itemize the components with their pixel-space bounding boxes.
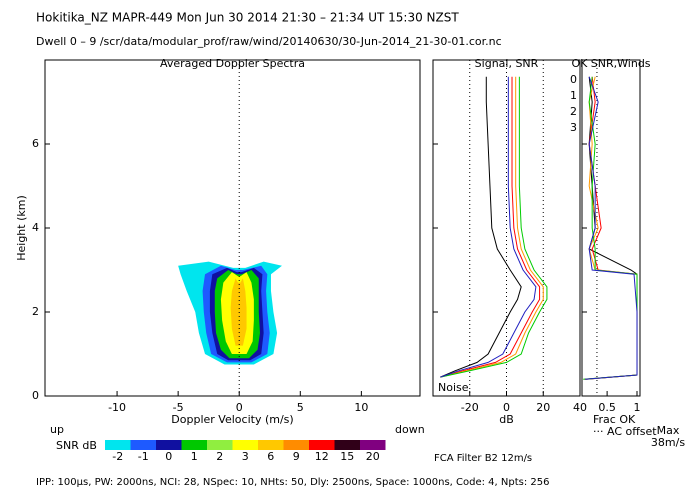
profile-line bbox=[440, 76, 537, 378]
colorbar-level: 12 bbox=[315, 450, 329, 463]
colorbar-swatch bbox=[232, 440, 258, 450]
colorbar-level: -1 bbox=[138, 450, 149, 463]
down-label: down bbox=[395, 423, 425, 436]
colorbar-swatch bbox=[156, 440, 182, 450]
legend-entry: 0 bbox=[570, 73, 577, 86]
profile-line bbox=[584, 76, 638, 380]
profile-line bbox=[583, 76, 638, 380]
header-line: Hokitika_NZ MAPR-449 Mon Jun 30 2014 21:… bbox=[36, 11, 459, 25]
x-tick-label: 0 bbox=[503, 401, 510, 414]
colorbar-level: 9 bbox=[293, 450, 300, 463]
x-axis-label: dB bbox=[499, 413, 514, 426]
max-value: 38m/s bbox=[651, 436, 685, 449]
colorbar-swatch bbox=[258, 440, 284, 450]
colorbar-swatch bbox=[283, 440, 309, 450]
offset-label: ··· AC offset bbox=[593, 425, 657, 438]
colorbar-level: 15 bbox=[340, 450, 354, 463]
y-axis-label: Height (km) bbox=[15, 195, 28, 261]
x-tick-label: -10 bbox=[108, 401, 126, 414]
legend-entry: 3 bbox=[570, 121, 577, 134]
panel-frame bbox=[432, 59, 581, 397]
colorbar-swatch bbox=[360, 440, 386, 450]
x-axis-label: Doppler Velocity (m/s) bbox=[171, 413, 293, 426]
x-tick-label: 20 bbox=[536, 401, 550, 414]
footer-params: IPP: 100μs, PW: 2000ns, NCI: 28, NSpec: … bbox=[36, 477, 549, 488]
y-tick-label: 6 bbox=[32, 137, 39, 150]
colorbar-level: 3 bbox=[242, 450, 249, 463]
panel-frame bbox=[581, 59, 641, 397]
colorbar-swatch bbox=[181, 440, 207, 450]
y-tick-label: 2 bbox=[32, 305, 39, 318]
profile-line bbox=[440, 76, 541, 378]
colorbar-swatch bbox=[334, 440, 360, 450]
colorbar-level: 20 bbox=[366, 450, 380, 463]
colorbar-level: 1 bbox=[191, 450, 198, 463]
x-axis-label: Frac OK bbox=[593, 413, 636, 426]
x-tick-label: -5 bbox=[173, 401, 184, 414]
x-tick-label: 0.5 bbox=[598, 401, 616, 414]
x-tick-label: 10 bbox=[354, 401, 368, 414]
x-tick-label: -20 bbox=[461, 401, 479, 414]
max-label: Max bbox=[657, 424, 680, 437]
colorbar-swatch bbox=[207, 440, 233, 450]
snr-contour bbox=[230, 278, 247, 346]
colorbar-level: 0 bbox=[165, 450, 172, 463]
x-tick-label: 0 bbox=[236, 401, 243, 414]
filter-label: FCA Filter B2 12m/s bbox=[434, 453, 532, 464]
y-tick-label: 4 bbox=[32, 221, 39, 234]
profile-line bbox=[440, 76, 522, 378]
x-tick-label: 40 bbox=[573, 401, 587, 414]
header-line: Dwell 0 – 9 /scr/data/modular_prof/raw/w… bbox=[36, 35, 502, 48]
x-tick-label: 5 bbox=[297, 401, 304, 414]
noise-label: Noise bbox=[438, 381, 469, 394]
legend-entry: 2 bbox=[570, 105, 577, 118]
colorbar-swatch bbox=[105, 440, 131, 450]
profile-line bbox=[440, 76, 544, 378]
profile-line bbox=[440, 76, 548, 378]
colorbar-swatch bbox=[309, 440, 335, 450]
colorbar-label: SNR dB bbox=[56, 439, 97, 452]
colorbar-swatch bbox=[130, 440, 156, 450]
colorbar-level: 2 bbox=[216, 450, 223, 463]
y-tick-label: 0 bbox=[32, 389, 39, 402]
colorbar-level: 6 bbox=[267, 450, 274, 463]
panel-frame bbox=[44, 59, 421, 397]
panel-title: OK SNR,Winds bbox=[571, 57, 650, 70]
panel-title: Averaged Doppler Spectra bbox=[160, 57, 305, 70]
x-tick-label: 1 bbox=[634, 401, 641, 414]
legend-entry: 1 bbox=[570, 89, 577, 102]
up-label: up bbox=[50, 423, 64, 436]
profile-line bbox=[585, 76, 638, 380]
colorbar-level: -2 bbox=[112, 450, 123, 463]
